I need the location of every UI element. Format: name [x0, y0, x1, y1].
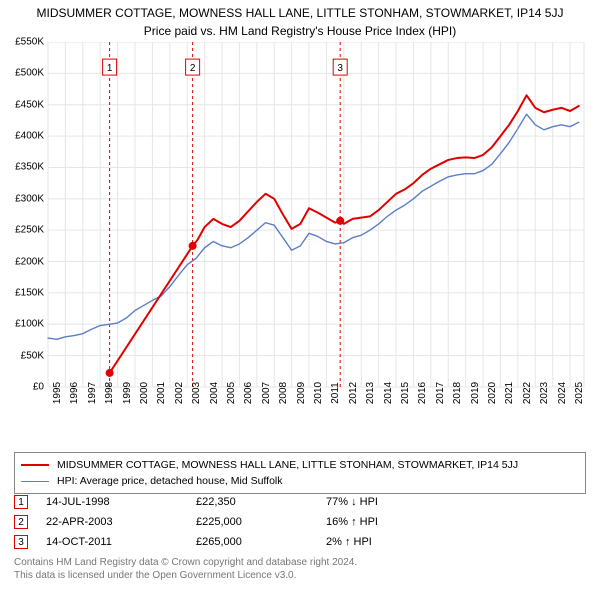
- marker-date: 14-OCT-2011: [46, 536, 196, 548]
- x-tick-label: 2021: [504, 382, 515, 404]
- marker-price: £265,000: [196, 536, 326, 548]
- marker-delta: 77% ↓ HPI: [326, 496, 456, 508]
- marker-badge: 3: [14, 535, 28, 549]
- x-tick-label: 2018: [452, 382, 463, 404]
- x-tick-label: 2019: [470, 382, 481, 404]
- y-tick-label: £400K: [4, 131, 44, 142]
- legend-item: HPI: Average price, detached house, Mid …: [21, 473, 579, 489]
- legend-swatch: [21, 481, 49, 482]
- marker-table: 1 14-JUL-1998£22,35077% ↓ HPI 2 22-APR-2003…: [14, 492, 586, 552]
- x-tick-label: 1999: [122, 382, 133, 404]
- x-tick-label: 2012: [348, 382, 359, 404]
- x-tick-label: 2013: [365, 382, 376, 404]
- x-tick-label: 2023: [539, 382, 550, 404]
- legend: MIDSUMMER COTTAGE, MOWNESS HALL LANE, LI…: [14, 452, 586, 494]
- x-tick-label: 2006: [243, 382, 254, 404]
- footer-attribution: Contains HM Land Registry data © Crown c…: [14, 556, 586, 582]
- x-tick-label: 2003: [191, 382, 202, 404]
- svg-text:3: 3: [337, 63, 343, 74]
- x-tick-label: 1997: [87, 382, 98, 404]
- y-tick-label: £300K: [4, 193, 44, 204]
- y-tick-label: £250K: [4, 225, 44, 236]
- svg-text:1: 1: [107, 63, 113, 74]
- x-tick-label: 2005: [226, 382, 237, 404]
- x-tick-label: 1996: [69, 382, 80, 404]
- footer-line-2: This data is licensed under the Open Gov…: [14, 569, 586, 582]
- x-tick-label: 2025: [574, 382, 585, 404]
- x-tick-label: 2010: [313, 382, 324, 404]
- legend-label: HPI: Average price, detached house, Mid …: [57, 475, 283, 487]
- marker-delta: 2% ↑ HPI: [326, 536, 456, 548]
- y-tick-label: £550K: [4, 37, 44, 48]
- x-tick-label: 2000: [139, 382, 150, 404]
- legend-item: MIDSUMMER COTTAGE, MOWNESS HALL LANE, LI…: [21, 457, 579, 473]
- marker-date: 14-JUL-1998: [46, 496, 196, 508]
- x-tick-label: 2014: [383, 382, 394, 404]
- y-tick-label: £100K: [4, 319, 44, 330]
- x-tick-label: 1998: [104, 382, 115, 404]
- marker-delta: 16% ↑ HPI: [326, 516, 456, 528]
- marker-price: £22,350: [196, 496, 326, 508]
- svg-text:2: 2: [190, 63, 196, 74]
- legend-swatch: [21, 464, 49, 466]
- marker-row: 1 14-JUL-1998£22,35077% ↓ HPI: [14, 492, 586, 512]
- marker-badge: 1: [14, 495, 28, 509]
- y-tick-label: £350K: [4, 162, 44, 173]
- y-tick-label: £50K: [4, 350, 44, 361]
- footer-line-1: Contains HM Land Registry data © Crown c…: [14, 556, 586, 569]
- x-tick-label: 2004: [209, 382, 220, 404]
- y-tick-label: £150K: [4, 287, 44, 298]
- x-tick-label: 2002: [174, 382, 185, 404]
- chart-title-main: MIDSUMMER COTTAGE, MOWNESS HALL LANE, LI…: [0, 0, 600, 20]
- x-tick-label: 2017: [435, 382, 446, 404]
- y-tick-label: £450K: [4, 99, 44, 110]
- marker-row: 3 14-OCT-2011£265,0002% ↑ HPI: [14, 532, 586, 552]
- x-tick-label: 2016: [417, 382, 428, 404]
- x-tick-label: 2015: [400, 382, 411, 404]
- x-tick-label: 2022: [522, 382, 533, 404]
- x-tick-label: 2007: [261, 382, 272, 404]
- marker-date: 22-APR-2003: [46, 516, 196, 528]
- chart-title-sub: Price paid vs. HM Land Registry's House …: [0, 20, 600, 38]
- marker-badge: 2: [14, 515, 28, 529]
- x-tick-label: 2001: [156, 382, 167, 404]
- x-tick-label: 2009: [296, 382, 307, 404]
- marker-row: 2 22-APR-2003£225,00016% ↑ HPI: [14, 512, 586, 532]
- x-tick-label: 2011: [330, 382, 341, 404]
- y-tick-label: £200K: [4, 256, 44, 267]
- x-tick-label: 2020: [487, 382, 498, 404]
- y-tick-label: £0: [4, 382, 44, 393]
- marker-price: £225,000: [196, 516, 326, 528]
- x-tick-label: 2024: [557, 382, 568, 404]
- x-tick-label: 2008: [278, 382, 289, 404]
- y-tick-label: £500K: [4, 68, 44, 79]
- x-tick-label: 1995: [52, 382, 63, 404]
- legend-label: MIDSUMMER COTTAGE, MOWNESS HALL LANE, LI…: [57, 459, 518, 471]
